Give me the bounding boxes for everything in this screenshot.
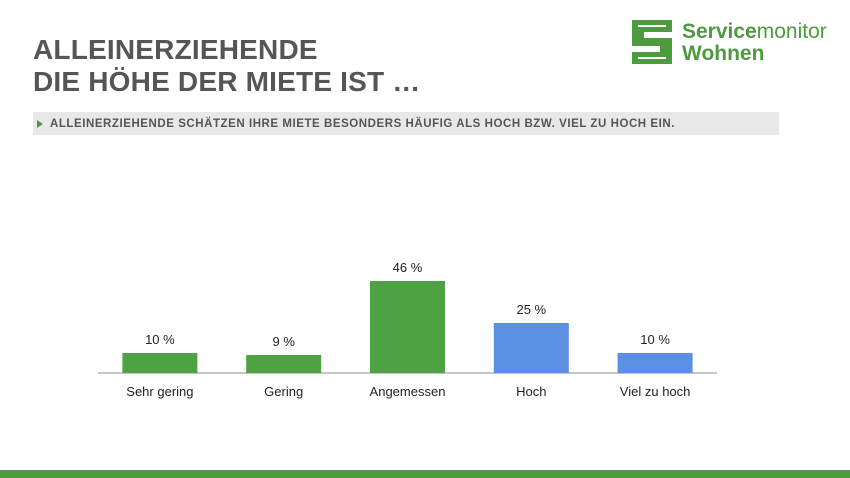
data-label: 25 % [516, 302, 546, 317]
x-tick-label: Gering [264, 384, 303, 399]
page-title: ALLEINERZIEHENDE DIE HÖHE DER MIETE IST … [33, 34, 421, 98]
logo-word-monitor: monitor [756, 20, 827, 43]
bar-sehr-gering [122, 353, 198, 373]
logo-wordmark-line-1: Servicemonitor [682, 21, 827, 43]
triangle-bullet-icon [37, 119, 43, 128]
x-tick-label: Angemessen [370, 384, 446, 399]
x-tick-label: Hoch [516, 384, 546, 399]
servicemonitor-logo: Servicemonitor Wohnen [630, 18, 845, 70]
x-tick-label: Viel zu hoch [620, 384, 691, 399]
page-title-line-1: ALLEINERZIEHENDE [33, 34, 318, 65]
logo-word-wohnen: Wohnen [682, 42, 765, 65]
bar-viel-zu-hoch [617, 353, 693, 373]
data-label: 46 % [393, 260, 423, 275]
data-label: 10 % [145, 332, 175, 347]
bar-angemessen [370, 281, 445, 373]
data-label: 10 % [640, 332, 670, 347]
logo-word-service: Service [682, 20, 757, 43]
bar-gering [246, 355, 322, 373]
bar-hoch [493, 323, 569, 373]
servicemonitor-s-logo-icon [632, 20, 672, 64]
data-label: 9 % [272, 334, 295, 349]
key-finding-text: ALLEINERZIEHENDE SCHÄTZEN IHRE MIETE BES… [50, 117, 675, 130]
page-title-line-2: DIE HÖHE DER MIETE IST … [33, 66, 421, 97]
x-tick-label: Sehr gering [126, 384, 193, 399]
footer-brand-bar [0, 470, 850, 478]
key-finding-banner: ALLEINERZIEHENDE SCHÄTZEN IHRE MIETE BES… [33, 112, 779, 135]
